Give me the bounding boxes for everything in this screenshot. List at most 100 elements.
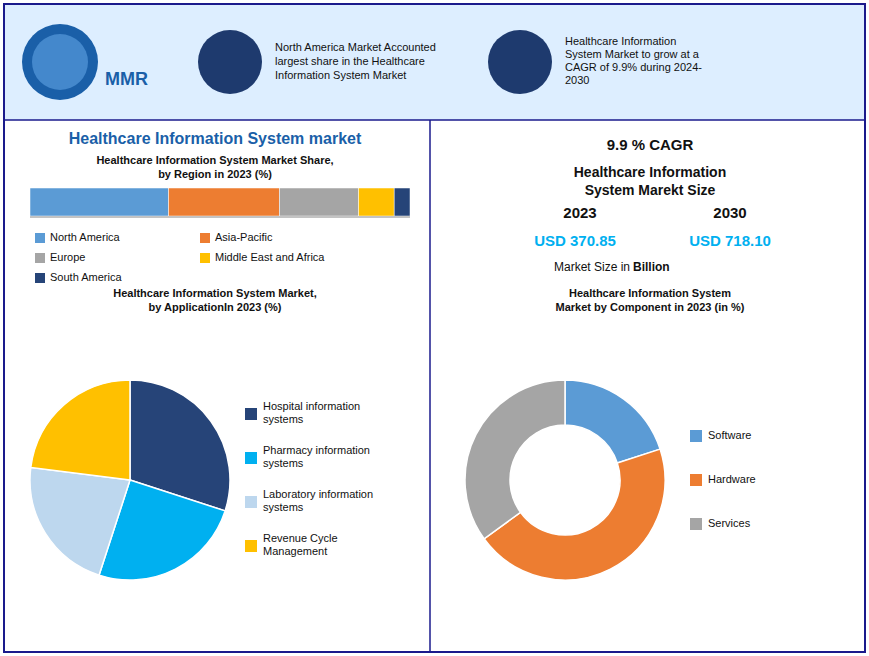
text-line: Healthcare Information System Market Sha… [96, 154, 333, 166]
market-value: USD 370.85 [534, 232, 616, 249]
legend-entry: Revenue CycleManagement [263, 532, 338, 557]
legend-entry: Europe [50, 251, 85, 263]
legend-entry: Services [708, 517, 751, 529]
brand: MMR [105, 69, 148, 89]
text-line: Healthcare Information System Market, [113, 287, 317, 299]
text-line: by ApplicationIn 2023 (%) [149, 301, 282, 313]
text-line: CAGR of 9.9% during 2024- [565, 61, 702, 73]
header-text: North America Market Accounted largest sh… [275, 41, 436, 81]
chart-title: Healthcare Information System Market by C… [556, 287, 745, 313]
text-line: System Market to grow at a [565, 48, 700, 60]
year-label: 2030 [713, 204, 746, 221]
legend-entry: Hardware [708, 473, 756, 485]
text-line: USD 370.85 [534, 232, 616, 249]
globe-icon-inner [32, 34, 88, 90]
text-line: Management [263, 545, 327, 557]
header-background [4, 4, 865, 120]
text-line: 2023 [563, 204, 596, 221]
text-line: USD 718.10 [689, 232, 771, 249]
text-line: Revenue Cycle [263, 532, 338, 544]
bolt-icon [198, 30, 262, 94]
legend-entry: North America [50, 231, 121, 243]
legend-entry: Middle East and Africa [215, 251, 325, 263]
text-line: Services [708, 517, 751, 529]
text-line: System Marekt Size [585, 182, 716, 198]
legend-entry: Asia-Pacific [215, 231, 273, 243]
text-line: North America Market Accounted [275, 41, 436, 53]
legend-entry: South America [50, 271, 122, 283]
bar-segment [169, 188, 280, 216]
bar-segment [359, 188, 395, 216]
cagr-text: 9.9 % CAGR [607, 136, 694, 153]
text-line: Healthcare Information [565, 35, 676, 47]
text-line: Software [708, 429, 751, 441]
text-line: Hardware [708, 473, 756, 485]
pie-slice [465, 380, 565, 539]
outer-border [4, 4, 865, 652]
bar-segment [279, 188, 358, 216]
text-line: systems [263, 501, 304, 513]
text-line: Billion [633, 260, 670, 274]
pie-slice [565, 380, 660, 463]
text-line: 2030 [565, 74, 589, 86]
text-line: Europe [50, 251, 85, 263]
text-line: Laboratory information [263, 488, 373, 500]
pie-group [30, 380, 230, 580]
legend-entry: Pharmacy informationsystems [263, 444, 370, 469]
legend-swatch [245, 452, 257, 464]
text-line: North America [50, 231, 121, 243]
legend-swatch [245, 496, 257, 508]
text-line: systems [263, 413, 304, 425]
main-title: Healthcare Information System market [69, 130, 362, 147]
text-line: MMR [105, 69, 148, 89]
text-line: Healthcare Information System [569, 287, 731, 299]
unit-note: Market Size in [554, 260, 630, 274]
chart-title: Healthcare Information System Market Sha… [96, 154, 333, 180]
unit-note: Billion [633, 260, 670, 274]
bar-group [30, 188, 410, 216]
cagr-text: Healthcare Information System Marekt Size [574, 164, 726, 198]
text-line: Market Size in [554, 260, 630, 274]
text-line: by Region in 2023 (%) [158, 168, 272, 180]
legend-swatch [245, 540, 257, 552]
market-value: USD 718.10 [689, 232, 771, 249]
year-label: 2023 [563, 204, 596, 221]
text-line: Information System Market [275, 69, 406, 81]
legend-swatch [690, 518, 702, 530]
legend-swatch [690, 430, 702, 442]
bar-segment [394, 188, 410, 216]
legend-swatch [690, 474, 702, 486]
text-line: Pharmacy information [263, 444, 370, 456]
flame-icon [488, 30, 552, 94]
text-line: Hospital information [263, 400, 360, 412]
text-line: Healthcare Information [574, 164, 726, 180]
x-axis-line [30, 217, 410, 218]
legend-swatch [200, 253, 210, 263]
text-line: 2030 [713, 204, 746, 221]
pie-slice [31, 380, 130, 480]
text-line: South America [50, 271, 122, 283]
pie-group [465, 380, 665, 580]
globe-icon [22, 24, 98, 100]
text-line: Healthcare Information System market [69, 130, 362, 147]
legend-swatch [200, 233, 210, 243]
header-divider [4, 119, 865, 121]
infographic: Healthcare Information System market MMR N… [0, 0, 869, 656]
bar-segment [30, 188, 169, 216]
text-line: Middle East and Africa [215, 251, 325, 263]
legend-swatch [35, 253, 45, 263]
text-line: systems [263, 457, 304, 469]
legend-entry: Laboratory informationsystems [263, 488, 373, 513]
text-line: largest share in the Healthcare [275, 55, 425, 67]
text-line: Asia-Pacific [215, 231, 273, 243]
legend-swatch [245, 408, 257, 420]
panel-divider [429, 120, 431, 652]
legend-swatch [35, 273, 45, 283]
legend-entry: Hospital informationsystems [263, 400, 360, 425]
legend-entry: Software [708, 429, 751, 441]
header-text: Healthcare InformationSystem Market to g… [565, 35, 702, 86]
chart-title: Healthcare Information System Market, by … [113, 287, 317, 313]
text-line: Market by Component in 2023 (in %) [556, 301, 745, 313]
text-line: 9.9 % CAGR [607, 136, 694, 153]
legend-swatch [35, 233, 45, 243]
